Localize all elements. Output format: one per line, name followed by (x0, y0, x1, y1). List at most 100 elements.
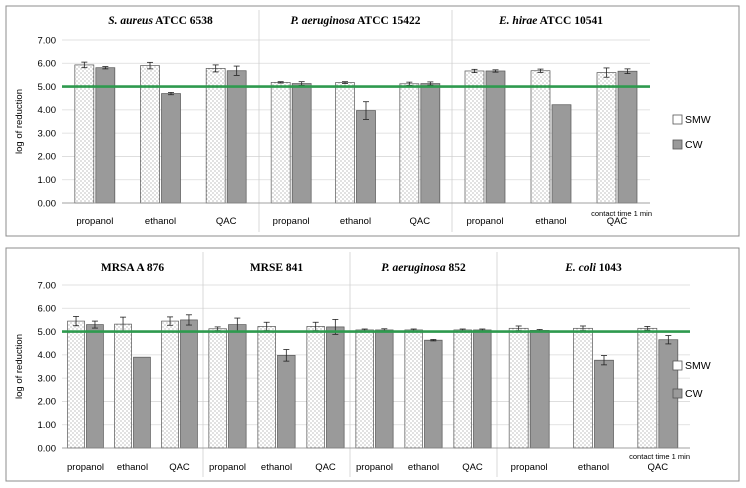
y-tick-label: 3.00 (38, 128, 57, 139)
smw-legend-swatch (672, 114, 683, 125)
group-title: P. aeruginosa 852 (381, 262, 466, 274)
category-label: QAC (216, 216, 237, 227)
smw-bar (637, 327, 658, 449)
category-label: propanol (511, 462, 548, 473)
y-tick-label: 2.00 (38, 397, 57, 408)
cw-bar (420, 83, 441, 204)
group-title-italic: P. aeruginosa (291, 15, 356, 27)
group-title: S. aureus ATCC 6538 (108, 15, 213, 27)
y-tick-label: 6.00 (38, 59, 57, 70)
cw-bar (424, 339, 443, 449)
group-title: P. aeruginosa ATCC 15422 (291, 15, 421, 27)
category-label: ethanol (408, 462, 439, 473)
category-label: propanol (356, 462, 393, 473)
y-tick-label: 6.00 (38, 304, 57, 315)
category-label: QAC (462, 462, 483, 473)
cw-bar (228, 324, 247, 449)
cw-legend-label: CW (685, 139, 703, 151)
group-title-italic: P. aeruginosa (381, 262, 446, 274)
y-tick-label: 2.00 (38, 152, 57, 163)
category-label: ethanol (535, 216, 566, 227)
cw-bar (133, 356, 151, 449)
group-title: E. hirae ATCC 10541 (498, 15, 603, 27)
cw-bar (617, 70, 638, 204)
smw-legend-label: SMW (685, 360, 711, 372)
category-label: propanol (209, 462, 246, 473)
smw-bar (464, 70, 485, 204)
smw-bar (205, 68, 226, 204)
category-label: QAC (648, 462, 669, 473)
smw-bar (270, 82, 291, 204)
cw-bar (277, 354, 296, 449)
group-title-rest: ATCC 6538 (153, 15, 213, 27)
y-tick-label: 7.00 (38, 35, 57, 46)
y-axis-label: log of reduction (14, 334, 25, 399)
smw-bar (355, 329, 374, 449)
cw-bar (326, 326, 345, 449)
cw-legend-label: CW (685, 388, 703, 400)
cw-bar (375, 329, 394, 449)
category-label: QAC (169, 462, 190, 473)
y-tick-label: 7.00 (38, 280, 57, 291)
smw-legend-label: SMW (685, 114, 711, 126)
category-label: QAC (315, 462, 336, 473)
y-tick-label: 4.00 (38, 105, 57, 116)
group-title: MRSA A 876 (101, 262, 165, 274)
group-title-rest: 852 (446, 262, 466, 274)
category-label: ethanol (578, 462, 609, 473)
y-tick-label: 4.00 (38, 350, 57, 361)
smw-bar (404, 329, 423, 449)
cw-bar (356, 110, 376, 204)
cw-legend-swatch (672, 388, 683, 399)
cw-bar (86, 324, 104, 449)
group-title-italic: E. hirae (498, 15, 537, 27)
group-title: E. coli 1043 (564, 262, 622, 274)
y-tick-label: 1.00 (38, 420, 57, 431)
cw-bar (529, 330, 550, 449)
contact-time-note: contact time 1 min (591, 209, 652, 218)
y-tick-label: 5.00 (38, 82, 57, 93)
cw-bar (291, 83, 312, 204)
cw-bar (226, 70, 247, 204)
cw-bar (180, 319, 198, 449)
smw-bar (530, 70, 551, 204)
category-label: propanol (467, 216, 504, 227)
y-tick-label: 5.00 (38, 327, 57, 338)
cw-bar (161, 93, 181, 204)
cw-bar (551, 104, 572, 204)
group-title-rest: MRSA A 876 (101, 262, 165, 274)
smw-bar (208, 328, 227, 449)
y-tick-label: 0.00 (38, 443, 57, 454)
smw-bar (257, 326, 276, 449)
category-label: ethanol (145, 216, 176, 227)
y-tick-label: 1.00 (38, 175, 57, 186)
cw-bar (594, 359, 614, 449)
category-label: QAC (607, 216, 628, 227)
cw-legend-swatch (672, 139, 683, 150)
category-label: propanol (76, 216, 113, 227)
smw-bar (67, 320, 85, 449)
smw-bar (306, 326, 325, 449)
group-title-italic: S. aureus (108, 15, 153, 27)
smw-bar (453, 329, 472, 449)
category-label: ethanol (340, 216, 371, 227)
smw-bar (573, 327, 593, 449)
smw-bar (399, 83, 420, 204)
group-title-rest: ATCC 15422 (355, 15, 421, 27)
category-label: ethanol (261, 462, 292, 473)
category-label: propanol (273, 216, 310, 227)
smw-bar (335, 82, 355, 204)
category-label: propanol (67, 462, 104, 473)
smw-bar (508, 327, 529, 449)
y-tick-label: 3.00 (38, 373, 57, 384)
category-label: QAC (410, 216, 431, 227)
y-tick-label: 0.00 (38, 198, 57, 209)
chart-panel-bottom: 0.00 1.00 2.00 3.00 4.00 5.00 6.00 7.00 log of r… (5, 247, 740, 482)
cw-bar (485, 70, 506, 204)
smw-legend-swatch (672, 360, 683, 371)
group-title-rest: ATCC 10541 (537, 15, 603, 27)
smw-bar (161, 320, 179, 449)
cw-bar (95, 67, 116, 204)
cw-bar (473, 329, 492, 449)
